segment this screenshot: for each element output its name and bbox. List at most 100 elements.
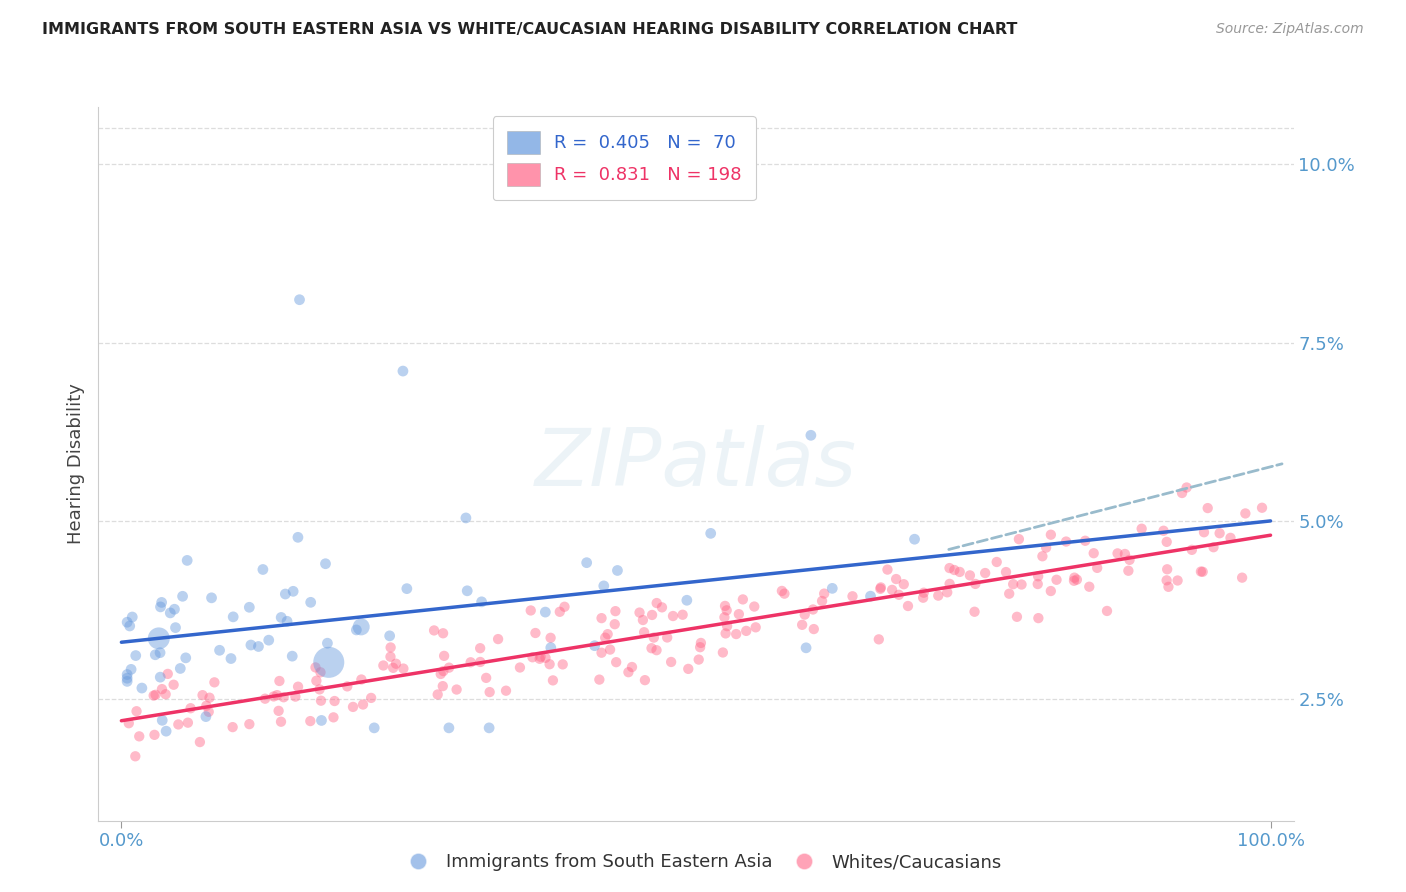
Point xyxy=(145,688,167,702)
Point xyxy=(744,620,766,634)
Point xyxy=(115,674,138,689)
Point xyxy=(197,705,219,719)
Point xyxy=(591,646,613,660)
Point xyxy=(288,293,311,307)
Point xyxy=(287,530,309,544)
Point xyxy=(120,662,142,676)
Point xyxy=(938,577,960,591)
Point xyxy=(938,561,960,575)
Point xyxy=(633,625,655,640)
Point xyxy=(194,709,217,723)
Point xyxy=(159,606,181,620)
Point xyxy=(149,646,172,660)
Point xyxy=(1118,553,1140,567)
Point xyxy=(360,690,382,705)
Point xyxy=(392,662,415,676)
Point xyxy=(1167,574,1189,588)
Point xyxy=(433,648,456,663)
Point xyxy=(801,602,824,616)
Point xyxy=(714,626,737,640)
Point xyxy=(198,690,221,705)
Point xyxy=(284,690,307,704)
Point xyxy=(1039,584,1062,599)
Legend: R =  0.405   N =  70, R =  0.831   N = 198: R = 0.405 N = 70, R = 0.831 N = 198 xyxy=(492,116,756,201)
Point xyxy=(1074,533,1097,548)
Point xyxy=(912,591,935,605)
Point xyxy=(1063,574,1085,588)
Point xyxy=(1083,546,1105,560)
Point xyxy=(174,650,197,665)
Point xyxy=(1251,500,1274,515)
Point xyxy=(1002,577,1025,591)
Point xyxy=(149,599,172,614)
Point xyxy=(538,657,561,672)
Point xyxy=(309,694,332,708)
Point xyxy=(287,680,309,694)
Point xyxy=(191,688,214,702)
Point xyxy=(115,667,138,681)
Point xyxy=(1078,580,1101,594)
Point xyxy=(299,595,322,609)
Point xyxy=(305,673,328,688)
Point xyxy=(1130,522,1153,536)
Point xyxy=(803,622,825,636)
Point xyxy=(267,704,290,718)
Point xyxy=(551,657,574,672)
Point xyxy=(1095,604,1118,618)
Point xyxy=(202,675,225,690)
Point xyxy=(322,710,344,724)
Point xyxy=(309,665,332,680)
Point xyxy=(645,596,668,610)
Point xyxy=(125,648,148,663)
Point xyxy=(735,624,758,638)
Point xyxy=(1208,526,1230,541)
Point xyxy=(943,563,966,577)
Point xyxy=(519,603,541,617)
Point xyxy=(1039,527,1062,541)
Point xyxy=(986,555,1008,569)
Point xyxy=(219,651,242,665)
Point xyxy=(128,730,150,744)
Point xyxy=(884,572,907,586)
Point xyxy=(792,617,814,632)
Point xyxy=(603,617,626,632)
Point xyxy=(725,627,748,641)
Point xyxy=(350,620,373,634)
Point xyxy=(382,661,405,675)
Point xyxy=(392,364,415,378)
Point xyxy=(659,655,682,669)
Point xyxy=(454,511,477,525)
Text: IMMIGRANTS FROM SOUTH EASTERN ASIA VS WHITE/CAUCASIAN HEARING DISABILITY CORRELA: IMMIGRANTS FROM SOUTH EASTERN ASIA VS WH… xyxy=(42,22,1018,37)
Point xyxy=(169,661,191,675)
Point xyxy=(263,690,285,704)
Point xyxy=(1191,565,1213,579)
Point xyxy=(1011,577,1033,591)
Point xyxy=(605,655,627,669)
Point xyxy=(869,582,891,596)
Point xyxy=(887,588,910,602)
Point xyxy=(165,621,187,635)
Point xyxy=(471,595,494,609)
Point xyxy=(222,610,245,624)
Point xyxy=(688,652,710,666)
Point xyxy=(1219,531,1241,545)
Point xyxy=(699,526,721,541)
Point xyxy=(813,586,835,600)
Point xyxy=(540,640,562,655)
Point xyxy=(373,658,395,673)
Point xyxy=(800,428,823,442)
Point xyxy=(1189,565,1212,579)
Point xyxy=(959,568,981,582)
Point xyxy=(672,607,695,622)
Point xyxy=(606,564,628,578)
Point xyxy=(150,714,173,728)
Point xyxy=(1157,580,1180,594)
Point xyxy=(323,694,346,708)
Point xyxy=(628,606,651,620)
Point xyxy=(426,688,449,702)
Point xyxy=(363,721,385,735)
Point xyxy=(880,582,903,597)
Point xyxy=(716,619,738,633)
Point xyxy=(342,700,364,714)
Point xyxy=(605,604,627,618)
